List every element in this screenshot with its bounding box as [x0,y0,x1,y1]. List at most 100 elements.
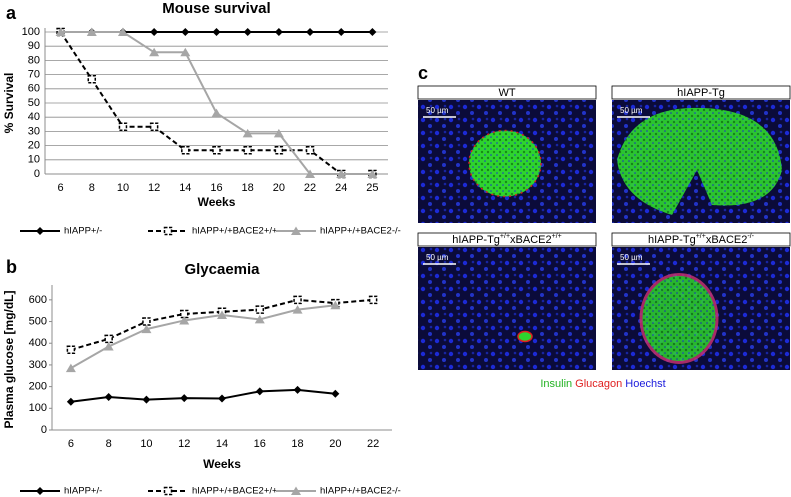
y-tick-label: 500 [29,315,47,327]
tile-label: hIAPP-Tg [677,87,725,99]
x-tick-label: 20 [329,438,341,450]
y-tick-label: 600 [29,294,47,306]
chart-title: Glycaemia [184,261,260,278]
y-tick-label: 50 [28,97,40,109]
legend-label: hIAPP+/+BACE2+/+ [192,486,278,497]
scale-bar-label: 50 µm [426,253,449,262]
marker [180,394,189,403]
label-part: +/+ [552,233,562,240]
marker [305,169,316,178]
x-tick-label: 6 [68,438,74,450]
series-line [59,31,373,175]
stain-name: Glucagon [575,378,622,390]
marker [211,108,222,118]
tile-label: hIAPP-Tg+/+xBACE2+/+ [452,233,562,246]
marker [291,226,301,235]
marker [273,128,284,138]
label-box [417,85,597,100]
marker [242,128,253,138]
marker [104,393,113,402]
marker [163,486,173,496]
marker [337,28,346,36]
x-tick-label: 16 [210,182,222,194]
x-tick-label: 16 [254,438,266,450]
y-tick-label: 100 [22,26,40,38]
legend-label: hIAPP+/+BACE2-/- [320,486,401,497]
marker [212,146,221,155]
y-axis-title: Plasma glucose [mg/dL] [2,290,16,428]
x-tick-label: 14 [216,438,228,450]
panel-label: a [6,3,17,23]
label-part: xBACE2 [706,234,748,246]
y-tick-label: 20 [28,140,40,152]
y-tick-label: 30 [28,125,40,137]
marker [331,389,340,398]
label-box [611,85,791,100]
scale-bar-label: 50 µm [620,253,643,262]
stain-name: Hoechst [625,378,665,390]
marker [65,363,76,373]
islet [639,273,719,364]
marker [218,394,226,403]
label-box [611,232,791,247]
marker [163,226,173,236]
y-tick-label: 0 [41,424,47,436]
x-axis-title: Weeks [198,195,236,209]
y-tick-label: 300 [29,359,47,371]
stain-legend: Insulin Glucagon Hoechst [540,378,665,390]
y-axis-title: % Survival [2,73,16,134]
marker [330,300,341,310]
panel-label: b [6,257,17,277]
marker [66,345,76,354]
x-tick-label: 12 [178,438,190,450]
label-part: xBACE2 [510,234,552,246]
marker [293,295,302,305]
legend-label: hIAPP+/+BACE2-/- [320,226,401,237]
scale-bar-label: 50 µm [426,106,449,115]
panel-label: c [418,63,428,83]
chart-title: Mouse survival [162,0,270,17]
marker [254,314,265,324]
marker [118,122,128,131]
marker [66,397,75,406]
islet [468,129,542,198]
label-part: +/+ [500,233,510,240]
marker [104,334,113,344]
y-tick-label: 40 [28,111,40,123]
x-tick-label: 18 [291,438,303,450]
marker [217,310,227,320]
tile-label: hIAPP-Tg+/+xBACE2-/- [648,233,755,246]
legend-label: hIAPP+/+BACE2+/+ [192,226,278,237]
marker [36,227,44,235]
x-tick-label: 6 [58,182,64,194]
y-tick-label: 400 [29,337,47,349]
tile-label: WT [498,87,515,99]
marker [181,146,190,155]
marker [180,47,191,57]
x-tick-label: 8 [106,438,112,450]
legend-label: hIAPP+/- [64,226,102,237]
marker [292,305,303,314]
marker [367,169,378,178]
y-tick-label: 10 [28,154,40,166]
label-part: +/+ [696,233,706,240]
scale-bar-label: 50 µm [620,106,643,115]
x-tick-label: 22 [304,182,316,194]
marker [86,27,97,36]
x-tick-label: 10 [117,182,129,194]
marker [179,315,190,325]
marker [179,309,189,319]
x-tick-label: 14 [179,182,191,194]
marker [368,28,377,36]
marker [293,385,302,394]
marker [142,395,151,404]
y-tick-label: 100 [29,402,47,414]
marker [336,169,347,178]
x-tick-label: 24 [335,182,347,194]
marker [368,295,378,305]
stain-name: Insulin [540,378,572,390]
label-part: WT [498,87,515,99]
label-box [417,232,597,247]
marker [243,146,252,155]
